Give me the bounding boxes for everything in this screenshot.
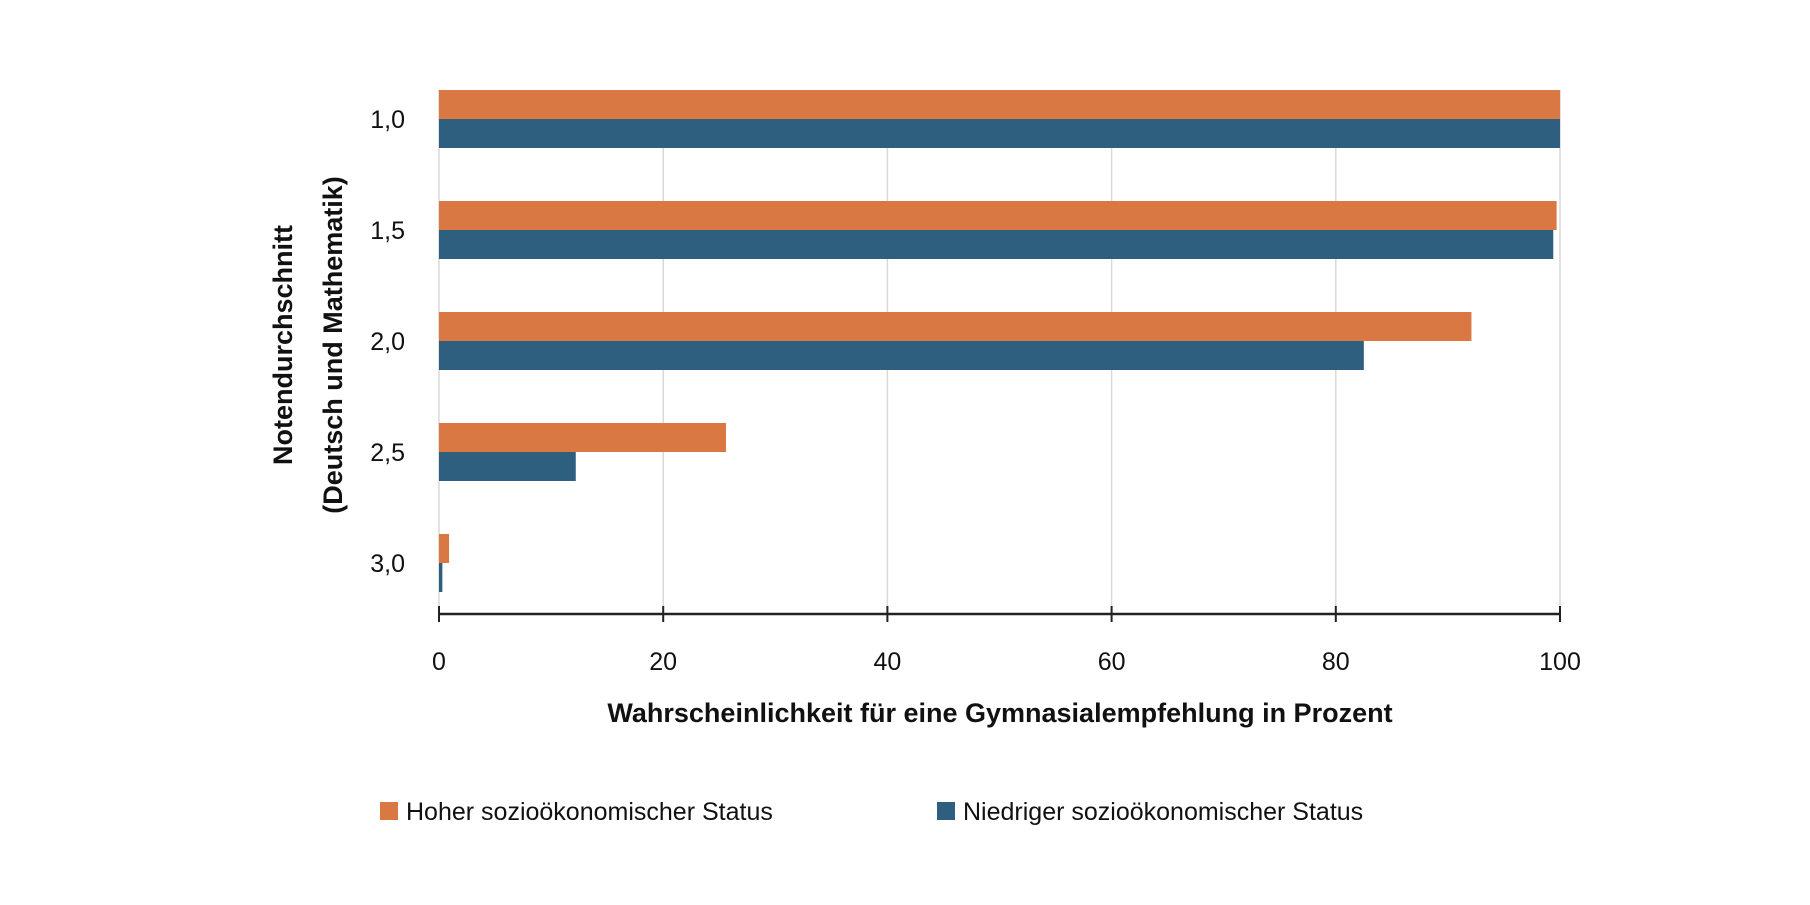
x-tick-label: 60 xyxy=(1098,648,1126,676)
y-category-labels: 1,0 1,5 2,0 2,5 3,0 xyxy=(370,106,405,578)
bar-niedrig xyxy=(439,452,576,481)
x-tick-label: 0 xyxy=(432,648,446,676)
x-axis-title: Wahrscheinlichkeit für eine Gymnasialemp… xyxy=(607,698,1392,728)
y-axis-title-line1: Notendurchschnitt xyxy=(268,225,298,465)
bar-niedrig xyxy=(439,119,1560,148)
bar-niedrig xyxy=(439,230,1554,259)
legend-swatch xyxy=(380,802,398,820)
y-category-label: 3,0 xyxy=(370,550,405,578)
legend-label: Hoher sozioökonomischer Status xyxy=(406,798,773,826)
x-tick-label: 40 xyxy=(873,648,901,676)
legend-label: Niedriger sozioökonomischer Status xyxy=(963,798,1363,826)
bar-hoch xyxy=(439,312,1472,341)
x-tick-label: 100 xyxy=(1539,648,1581,676)
bar-hoch xyxy=(439,90,1560,119)
bar-hoch xyxy=(439,201,1557,230)
bars xyxy=(439,90,1560,592)
bar-hoch xyxy=(439,423,726,452)
y-category-label: 2,0 xyxy=(370,328,405,356)
x-tick-label: 20 xyxy=(649,648,677,676)
y-category-label: 1,5 xyxy=(370,217,405,245)
x-ticks: 0 20 40 60 80 100 xyxy=(432,606,1581,676)
bar-niedrig xyxy=(439,563,443,592)
x-tick-label: 80 xyxy=(1322,648,1350,676)
bar-hoch xyxy=(439,534,450,563)
legend: Hoher sozioökonomischer Status Niedriger … xyxy=(380,798,1363,826)
y-category-label: 2,5 xyxy=(370,439,405,467)
bar-niedrig xyxy=(439,341,1364,370)
legend-swatch xyxy=(937,802,955,820)
y-axis-title-line2: (Deutsch und Mathematik) xyxy=(318,176,348,514)
y-category-label: 1,0 xyxy=(370,106,405,134)
